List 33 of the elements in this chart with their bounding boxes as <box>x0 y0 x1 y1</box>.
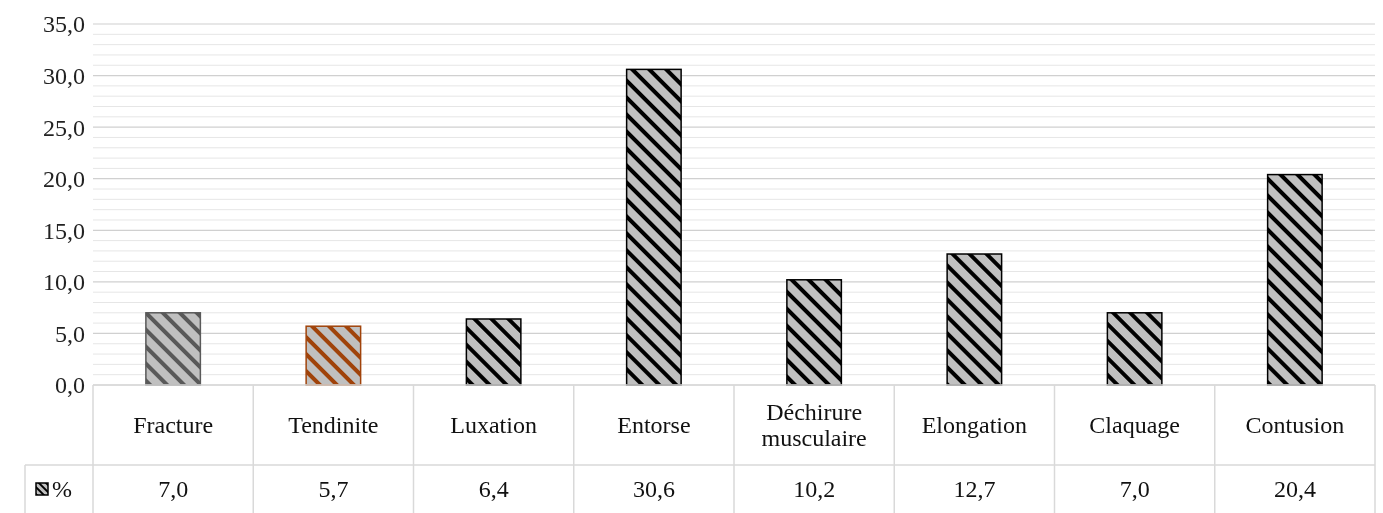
data-label: 7,0 <box>158 476 189 503</box>
x-tick-label: Fracture <box>133 412 214 439</box>
y-tick-label: 25,0 <box>43 114 85 141</box>
bar <box>1106 312 1163 386</box>
bar <box>786 279 843 386</box>
x-tick-label: Tendinite <box>288 412 379 439</box>
bar <box>305 325 362 386</box>
x-tick-label: Claquage <box>1089 412 1180 439</box>
y-tick-label: 30,0 <box>43 62 85 89</box>
y-tick-label: 0,0 <box>55 372 85 399</box>
bar <box>625 68 682 386</box>
data-label: 20,4 <box>1273 476 1316 503</box>
data-label: 10,2 <box>793 476 836 503</box>
y-tick-label: 35,0 <box>43 11 85 38</box>
data-label: 6,4 <box>478 476 509 503</box>
bar <box>946 253 1003 386</box>
text: % <box>52 476 72 503</box>
bar <box>1266 173 1323 386</box>
data-label: 12,7 <box>953 476 996 503</box>
x-tick-label: Elongation <box>921 412 1028 439</box>
x-tick-label: Entorse <box>617 412 691 439</box>
data-label: 7,0 <box>1119 476 1150 503</box>
bar <box>145 312 202 386</box>
x-tick-label: Déchirure musculaire <box>761 399 867 452</box>
data-label: 5,7 <box>318 476 349 503</box>
y-tick-label: 15,0 <box>43 217 85 244</box>
y-tick-label: 10,0 <box>43 269 85 296</box>
y-tick-label: 5,0 <box>55 320 85 347</box>
bar <box>465 318 522 386</box>
x-tick-label: Contusion <box>1245 412 1345 439</box>
x-tick-label: Luxation <box>450 412 537 439</box>
y-tick-label: 20,0 <box>43 166 85 193</box>
data-label: 30,6 <box>632 476 675 503</box>
